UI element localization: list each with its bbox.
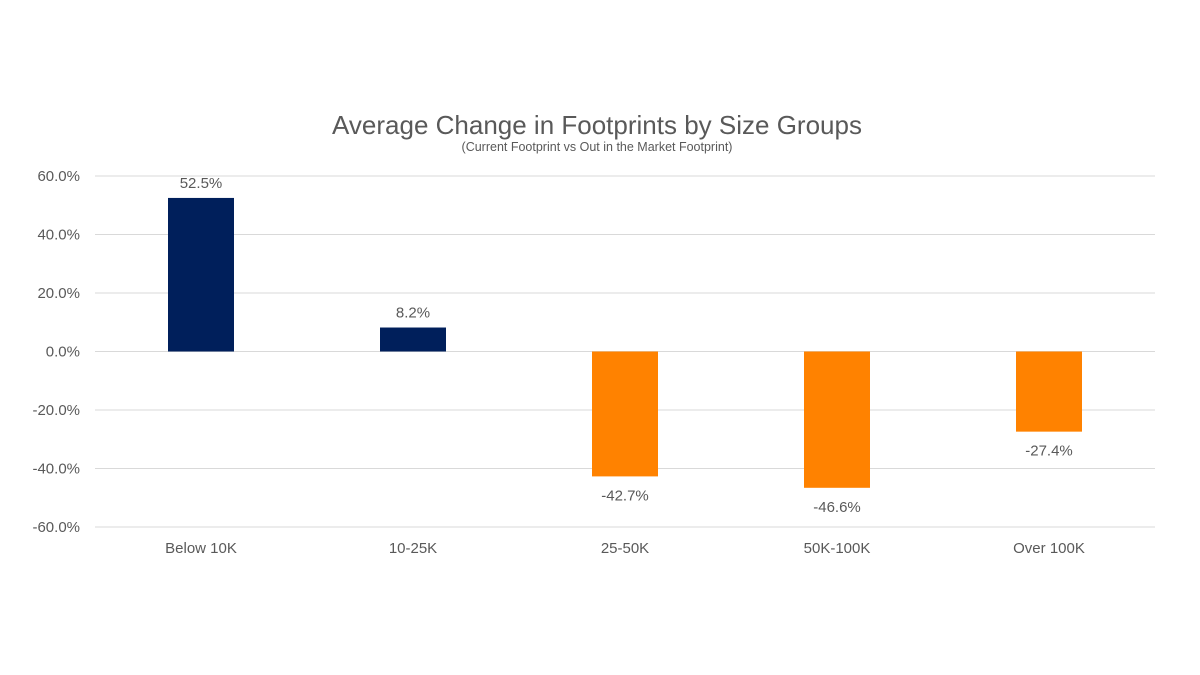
x-tick-label: 10-25K: [389, 540, 437, 557]
data-labels: 52.5% 8.2% -42.7% -46.6% -27.4%: [180, 175, 1073, 516]
data-label: 8.2%: [396, 305, 430, 322]
y-tick-label: 40.0%: [37, 227, 80, 244]
y-axis-tick-labels: 60.0% 40.0% 20.0% 0.0% -20.0% -40.0% -60.0%: [32, 168, 80, 536]
data-label: -27.4%: [1025, 443, 1073, 460]
data-label: -42.7%: [601, 487, 649, 504]
y-tick-label: -60.0%: [32, 519, 80, 536]
y-tick-label: -40.0%: [32, 461, 80, 478]
x-tick-label: 50K-100K: [804, 540, 871, 557]
x-tick-label: 25-50K: [601, 540, 649, 557]
x-tick-label: Below 10K: [165, 540, 237, 557]
y-tick-label: -20.0%: [32, 402, 80, 419]
x-tick-label: Over 100K: [1013, 540, 1085, 557]
y-tick-label: 0.0%: [46, 344, 80, 361]
bar-over-100k: [1016, 351, 1082, 432]
x-axis-tick-labels: Below 10K 10-25K 25-50K 50K-100K Over 100K: [165, 540, 1085, 557]
bars: [168, 197, 1082, 488]
y-tick-label: 20.0%: [37, 285, 80, 302]
data-label: -46.6%: [813, 499, 861, 516]
bar-25-50k: [592, 351, 658, 477]
chart-subtitle: (Current Footprint vs Out in the Market …: [461, 140, 733, 154]
data-label: 52.5%: [180, 175, 223, 192]
chart-title: Average Change in Footprints by Size Gro…: [332, 110, 862, 140]
y-tick-label: 60.0%: [37, 168, 80, 185]
bar-below-10k: [168, 197, 234, 352]
bar-10-25k: [380, 327, 446, 352]
bar-50k-100k: [804, 351, 870, 488]
